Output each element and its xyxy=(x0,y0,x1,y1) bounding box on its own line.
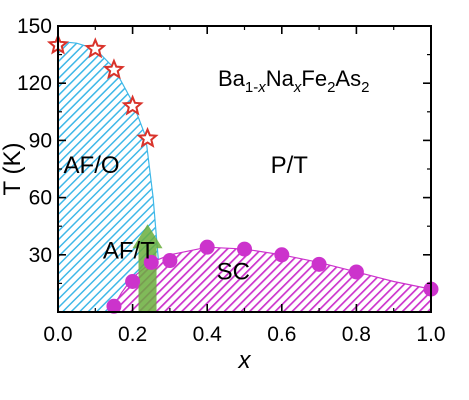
circle-marker-1 xyxy=(125,273,141,289)
axis-ticks: 0.0 0.2 0.4 0.6 0.8 1.0 30 60 90 120 150 xyxy=(17,15,446,346)
x-tick-label-5: 1.0 xyxy=(416,323,445,346)
circle-marker-4 xyxy=(199,239,215,255)
y-axis-label: T (K) xyxy=(0,143,26,196)
circle-marker-5 xyxy=(237,241,252,257)
region-label-sc: SC xyxy=(217,259,250,286)
star-marker-4 xyxy=(136,126,159,148)
region-label-af-t: AF/T xyxy=(103,238,155,265)
star-marker-1 xyxy=(84,37,107,59)
y-tick-label-3: 120 xyxy=(17,72,52,95)
circle-marker-7 xyxy=(311,256,327,272)
region-label-af-o: AF/O xyxy=(64,152,120,179)
x-tick-label-0: 0.0 xyxy=(43,323,72,346)
star-marker-3 xyxy=(121,94,144,116)
x-tick-label-1: 0.2 xyxy=(118,323,147,346)
data-markers xyxy=(46,33,439,314)
x-tick-label-2: 0.4 xyxy=(193,323,223,346)
circle-marker-2 xyxy=(143,254,159,270)
y-tick-label-4: 150 xyxy=(17,15,52,38)
compound-formula: Ba1-xNaxFe2As2 xyxy=(218,66,369,96)
x-tick-label-3: 0.6 xyxy=(267,323,296,346)
circle-marker-3 xyxy=(162,253,178,269)
y-tick-label-2: 90 xyxy=(29,129,52,152)
circle-marker-0 xyxy=(106,298,122,314)
x-axis-label: x xyxy=(238,347,252,374)
y-tick-label-1: 60 xyxy=(29,187,52,210)
circle-marker-6 xyxy=(274,247,290,263)
y-tick-label-0: 30 xyxy=(29,244,52,267)
x-tick-label-4: 0.8 xyxy=(342,323,371,346)
region-label-p-t: P/T xyxy=(271,152,309,179)
star-marker-2 xyxy=(102,58,126,80)
circle-marker-8 xyxy=(348,264,364,280)
region-labels: AF/O P/T AF/T SC xyxy=(64,152,309,286)
